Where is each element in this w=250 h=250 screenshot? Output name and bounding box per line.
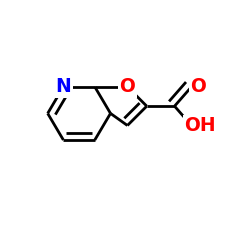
Text: N: N [56, 77, 71, 96]
Text: OH: OH [184, 116, 216, 135]
Text: O: O [190, 77, 206, 96]
Text: O: O [120, 77, 135, 96]
